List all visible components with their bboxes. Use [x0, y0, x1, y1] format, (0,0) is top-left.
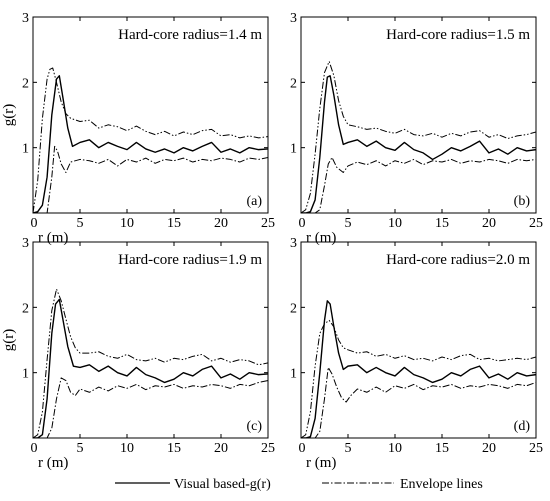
- y-axis-label: g(r): [1, 329, 17, 352]
- panel-2: 5 10 15 20 25 0 1 2 3 r (m) Hard-core radius=1.5 m…: [290, 11, 543, 246]
- y-tick-label: 1: [22, 142, 29, 157]
- x-tick-label: 15: [167, 441, 181, 456]
- panel-4: 5 10 15 20 25 0 1 2 3 r (m) Hard-core radius=2.0 m…: [290, 236, 543, 471]
- x-tick-label: 20: [214, 441, 228, 456]
- panel-tag: (c): [246, 419, 262, 434]
- series-line-lower: [301, 366, 536, 438]
- y-tick-label: 1: [22, 367, 29, 382]
- y-tick-label: 1: [290, 367, 297, 382]
- x-tick-label: 10: [388, 441, 402, 456]
- panel-title: Hard-core radius=1.5 m: [386, 27, 530, 43]
- x-tick-label: 20: [482, 216, 496, 231]
- panel-tag: (b): [514, 194, 531, 209]
- panel-title: Hard-core radius=1.4 m: [118, 27, 262, 43]
- plot-frame: [300, 241, 537, 439]
- panel-3: 5 10 15 20 25 0 1 2 3 r (m) g(r) Hard-core radius=1…: [1, 236, 275, 471]
- legend-label-envelope: Envelope lines: [400, 477, 483, 492]
- x-tick-label: 5: [345, 216, 352, 231]
- x-tick-label: 0: [31, 216, 38, 231]
- x-tick-label: 15: [435, 216, 449, 231]
- x-tick-label: 5: [77, 216, 84, 231]
- series-line-upper: [33, 67, 268, 213]
- x-tick-label: 25: [529, 441, 543, 456]
- legend: Visual based-g(r) Envelope lines: [115, 477, 483, 492]
- x-tick-label: 15: [167, 216, 181, 231]
- x-tick-label: 25: [529, 216, 543, 231]
- x-tick-label: 25: [261, 441, 275, 456]
- y-tick-label: 2: [22, 301, 29, 316]
- panel-tag: (d): [514, 419, 531, 434]
- x-tick-label: 20: [482, 441, 496, 456]
- x-tick-label: 20: [214, 216, 228, 231]
- x-tick-label: 10: [120, 216, 134, 231]
- x-axis-label: r (m): [38, 230, 68, 246]
- x-tick-label: 15: [435, 441, 449, 456]
- plot-frame: [300, 16, 537, 214]
- series-line-lower: [33, 377, 268, 438]
- y-tick-label: 3: [22, 236, 29, 251]
- series-line-visual: [33, 298, 268, 438]
- series-line-visual: [33, 75, 268, 213]
- x-tick-label: 25: [261, 216, 275, 231]
- x-tick-label: 10: [388, 216, 402, 231]
- y-tick-label: 3: [290, 11, 297, 26]
- y-tick-label: 2: [290, 76, 297, 91]
- legend-label-visual: Visual based-g(r): [174, 477, 271, 492]
- y-tick-label: 1: [290, 142, 297, 157]
- x-axis-label: r (m): [306, 455, 336, 471]
- x-tick-label: 5: [345, 441, 352, 456]
- series-line-visual: [301, 300, 536, 438]
- y-tick-label: 3: [22, 11, 29, 26]
- y-tick-label: 3: [290, 236, 297, 251]
- series-line-visual: [301, 75, 536, 213]
- panel-1: 5 10 15 20 25 0 1 2 3 r (m) g(r) Hard-core radius=1…: [1, 11, 275, 246]
- panel-title: Hard-core radius=2.0 m: [386, 252, 530, 268]
- series-line-upper: [33, 288, 268, 438]
- y-tick-label: 2: [290, 301, 297, 316]
- x-axis-label: r (m): [38, 455, 68, 471]
- x-tick-label: 0: [31, 441, 38, 456]
- x-tick-label: 0: [299, 216, 306, 231]
- plot-frame: [32, 16, 269, 214]
- panel-title: Hard-core radius=1.9 m: [118, 252, 262, 268]
- series-line-upper: [301, 319, 536, 438]
- y-axis-label: g(r): [1, 104, 17, 127]
- series-line-lower: [301, 156, 536, 213]
- x-tick-label: 0: [299, 441, 306, 456]
- x-axis-label: r (m): [306, 230, 336, 246]
- plot-frame: [32, 241, 269, 439]
- panel-tag: (a): [246, 194, 262, 209]
- series-line-upper: [301, 60, 536, 213]
- x-tick-label: 10: [120, 441, 134, 456]
- x-tick-label: 5: [77, 441, 84, 456]
- series-line-lower: [33, 145, 268, 213]
- y-tick-label: 2: [22, 76, 29, 91]
